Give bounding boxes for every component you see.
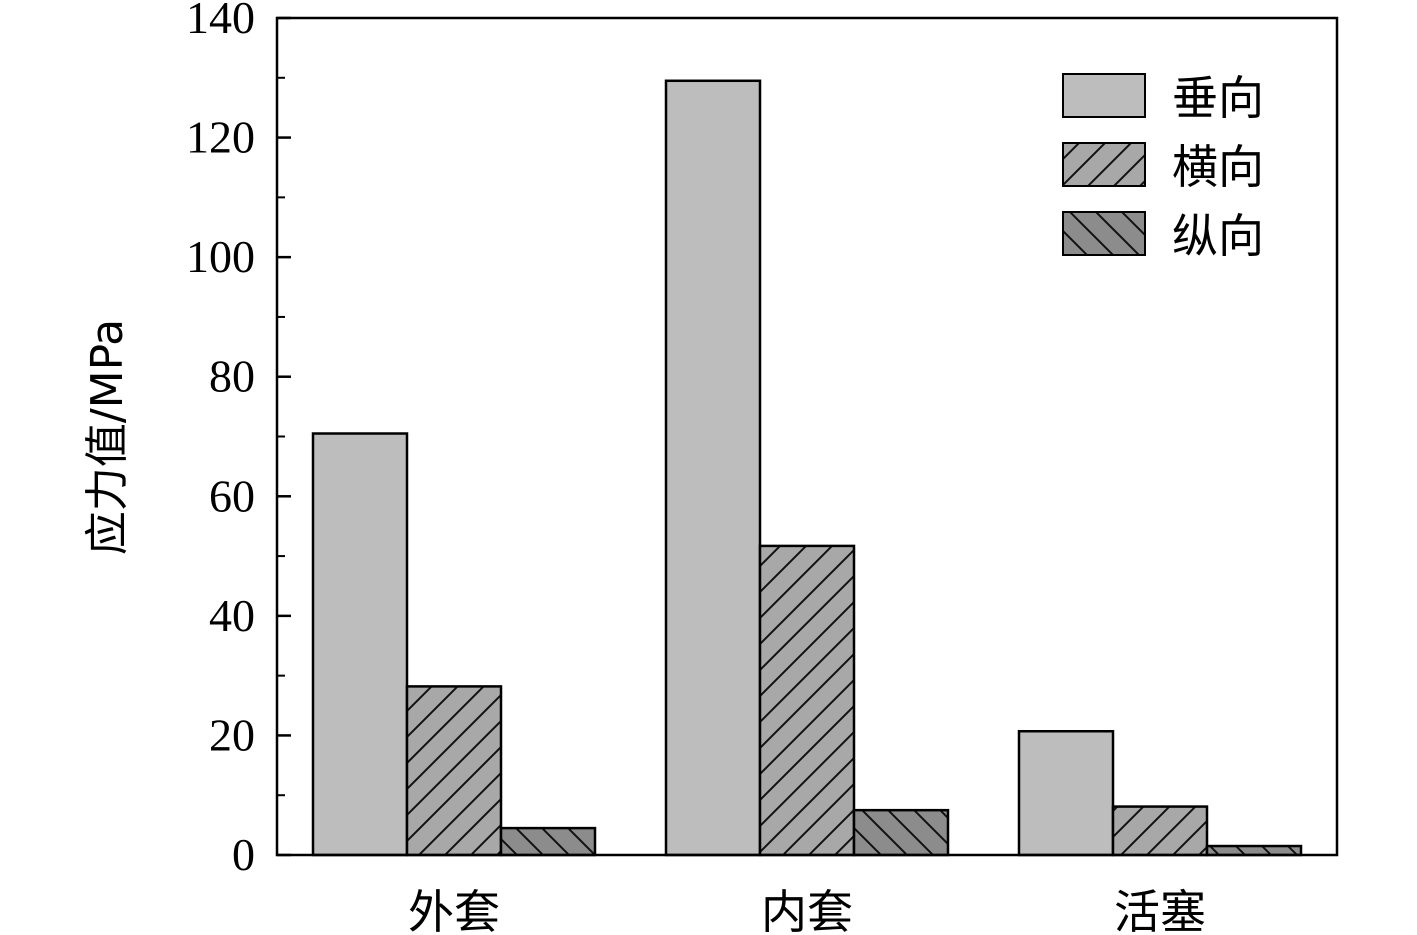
bar-horizontal-2 xyxy=(758,544,856,857)
x-axis-labels: 外套 内套 活塞 xyxy=(408,885,1206,935)
bar-horizontal-3 xyxy=(1111,805,1209,857)
legend-label-horizontal: 横向 xyxy=(1172,140,1264,194)
legend-swatch-horizontal xyxy=(1062,142,1146,187)
y-tick-label: 140 xyxy=(186,0,255,43)
bar-horizontal-1 xyxy=(405,685,503,857)
x-category-label: 外套 xyxy=(408,885,500,935)
y-tick-label: 20 xyxy=(209,709,255,760)
y-axis-title: 应力值/MPa xyxy=(82,319,133,555)
plot-frame xyxy=(275,16,1339,857)
y-tick-label: 0 xyxy=(232,829,255,880)
y-tick-label: 100 xyxy=(186,231,255,282)
y-tick-label: 60 xyxy=(209,470,255,521)
legend-label-longitudinal: 纵向 xyxy=(1172,209,1264,263)
y-tick-label: 80 xyxy=(209,351,255,402)
bar-vertical-1 xyxy=(311,432,409,857)
bar-vertical-2 xyxy=(664,79,762,857)
x-category-label: 活塞 xyxy=(1114,885,1206,935)
y-tick-label: 40 xyxy=(209,590,255,641)
legend-label-vertical: 垂向 xyxy=(1172,71,1264,125)
x-category-label: 内套 xyxy=(761,885,853,935)
bars xyxy=(311,79,1303,857)
legend: 垂向 横向 纵向 xyxy=(1062,71,1264,263)
y-axis-ticks: 0 20 40 60 80 100 120 140 xyxy=(186,0,291,880)
legend-swatch-vertical xyxy=(1062,73,1146,118)
bar-longitudinal-3 xyxy=(1205,844,1303,857)
y-tick-label: 120 xyxy=(186,112,255,163)
legend-swatch-longitudinal xyxy=(1062,211,1146,256)
bar-vertical-3 xyxy=(1017,729,1115,857)
bar-longitudinal-1 xyxy=(499,826,597,857)
bar-longitudinal-2 xyxy=(852,808,950,857)
